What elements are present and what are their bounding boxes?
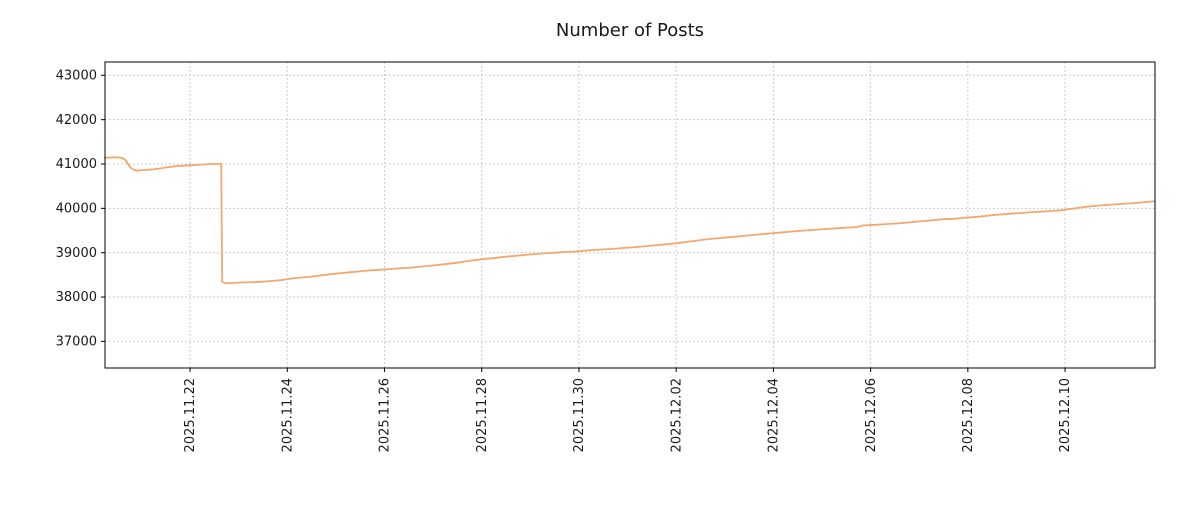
x-tick-label: 2025.11.28 bbox=[475, 378, 490, 452]
y-tick-label: 38000 bbox=[56, 290, 97, 305]
y-tick-label: 37000 bbox=[56, 335, 97, 350]
x-tick-label: 2025.11.26 bbox=[378, 378, 393, 452]
y-tick-label: 42000 bbox=[56, 113, 97, 128]
series-line bbox=[104, 156, 1156, 285]
y-tick-label: 40000 bbox=[56, 202, 97, 217]
chart-title: Number of Posts bbox=[556, 20, 704, 41]
x-tick-label: 2025.12.10 bbox=[1058, 378, 1073, 452]
x-tick-label: 2025.12.08 bbox=[961, 378, 976, 452]
x-tick-label: 2025.11.24 bbox=[280, 378, 295, 452]
y-tick-label: 39000 bbox=[56, 246, 97, 261]
x-axis-ticks: 2025.11.22 2025.11.24 2025.11.26 2025.11.28… bbox=[183, 368, 1073, 452]
posts-line bbox=[104, 156, 1156, 285]
y-tick-label: 43000 bbox=[56, 68, 97, 83]
x-tick-label: 2025.12.06 bbox=[864, 378, 879, 452]
x-tick-label: 2025.12.04 bbox=[767, 378, 782, 452]
y-tick-label: 41000 bbox=[56, 157, 97, 172]
x-tick-label: 2025.11.22 bbox=[183, 378, 198, 452]
grid-lines bbox=[105, 62, 1155, 368]
plot-border bbox=[104, 61, 1156, 369]
y-axis-ticks: 37000 38000 39000 40000 41000 42000 43000 bbox=[56, 68, 105, 350]
x-tick-label: 2025.11.30 bbox=[572, 378, 587, 452]
x-tick-label: 2025.12.02 bbox=[669, 378, 684, 452]
